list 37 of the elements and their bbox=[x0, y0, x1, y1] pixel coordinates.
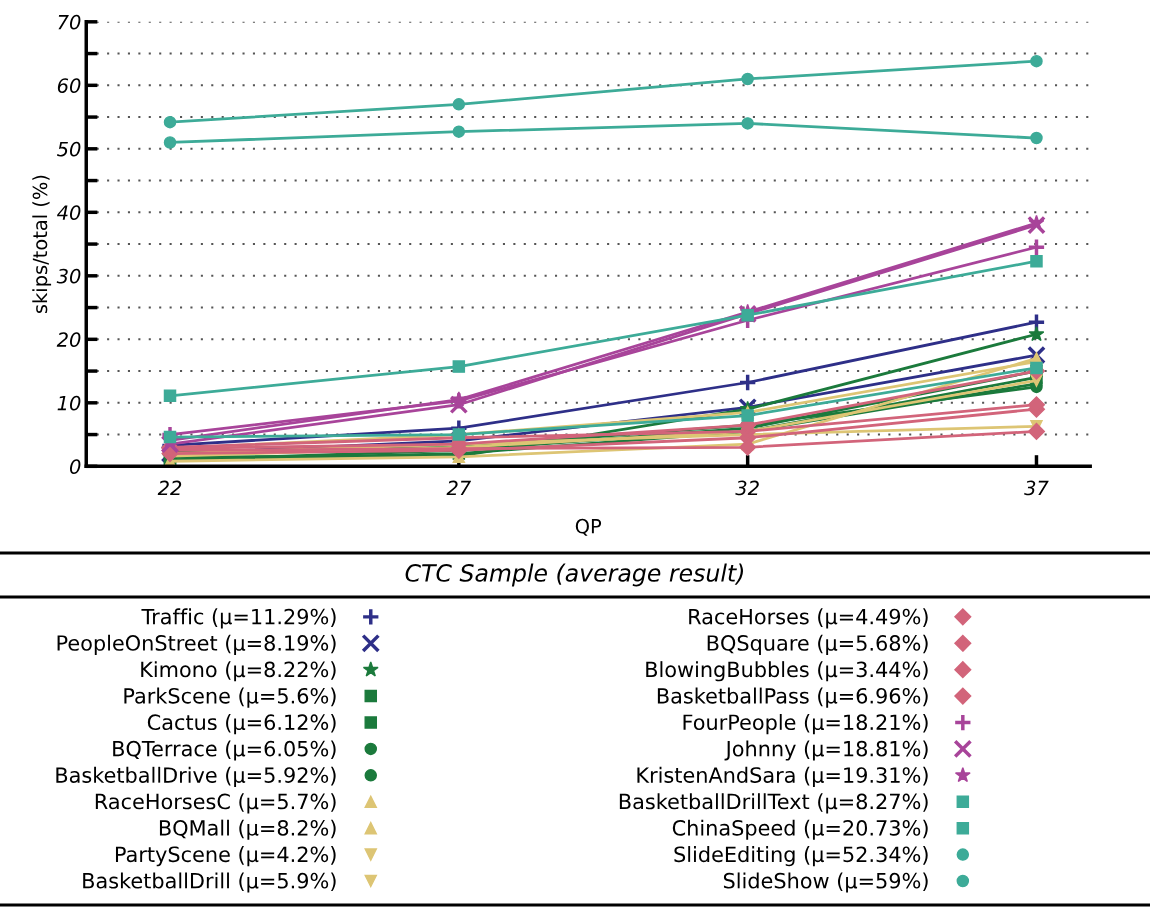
x-tick-label: 32 bbox=[735, 480, 759, 496]
legend-label: BQTerrace (μ=6.05%) bbox=[113, 740, 336, 761]
legend-label: SlideShow (μ=59%) bbox=[723, 872, 928, 893]
y-tick-label: 30 bbox=[56, 268, 81, 284]
legend-title: CTC Sample (average result) bbox=[405, 563, 744, 587]
y-tick-label: 50 bbox=[57, 141, 81, 157]
y-tick-label: 20 bbox=[56, 332, 81, 347]
legend-label: Kimono (μ=8.22%) bbox=[141, 661, 336, 682]
y-axis-title: skips/total (%) bbox=[32, 175, 52, 314]
legend-label: Cactus (μ=6.12%) bbox=[147, 714, 336, 735]
y-tick-label: 70 bbox=[58, 14, 81, 30]
legend-label: BlowingBubbles (μ=3.44%) bbox=[646, 661, 928, 682]
legend-label: ChinaSpeed (μ=20.73%) bbox=[672, 819, 928, 840]
legend-label: KristenAndSara (μ=19.31%) bbox=[637, 766, 928, 787]
legend-label: BasketballDrive (μ=5.92%) bbox=[56, 766, 336, 787]
x-tick-label: 22 bbox=[157, 480, 182, 495]
y-tick-label: 60 bbox=[57, 78, 81, 93]
legend-label: FourPeople (μ=18.21%) bbox=[683, 713, 928, 735]
legend-label: ParkScene (μ=5.6%) bbox=[124, 687, 336, 708]
legend-label: SlideEditing (μ=52.34%) bbox=[674, 846, 928, 867]
legend-label: BasketballDrillText (μ=8.27%) bbox=[619, 793, 928, 814]
x-tick-label: 27 bbox=[446, 480, 472, 495]
legend-label: Traffic (μ=11.29%) bbox=[141, 608, 336, 629]
y-tick-label: 0 bbox=[69, 459, 81, 474]
y-tick-label: 40 bbox=[57, 205, 81, 220]
legend-label: PeopleOnStreet (μ=8.19%) bbox=[57, 634, 336, 655]
x-axis-title: QP bbox=[575, 518, 602, 536]
x-tick-label: 37 bbox=[1024, 480, 1049, 496]
y-tick-label: 10 bbox=[57, 395, 81, 411]
legend-label: RaceHorses (μ=4.49%) bbox=[689, 608, 928, 629]
legend-label: BQMall (μ=8.2%) bbox=[159, 819, 336, 840]
legend-label: BQSquare (μ=5.68%) bbox=[707, 634, 928, 655]
legend-label: RaceHorsesC (μ=5.7%) bbox=[95, 793, 336, 814]
legend-label: BasketballDrill (μ=5.9%) bbox=[83, 872, 336, 893]
legend-label: PartyScene (μ=4.2%) bbox=[115, 846, 336, 867]
legend-label: BasketballPass (μ=6.96%) bbox=[657, 687, 928, 708]
legend-label: Johnny (μ=18.81%) bbox=[724, 740, 928, 761]
